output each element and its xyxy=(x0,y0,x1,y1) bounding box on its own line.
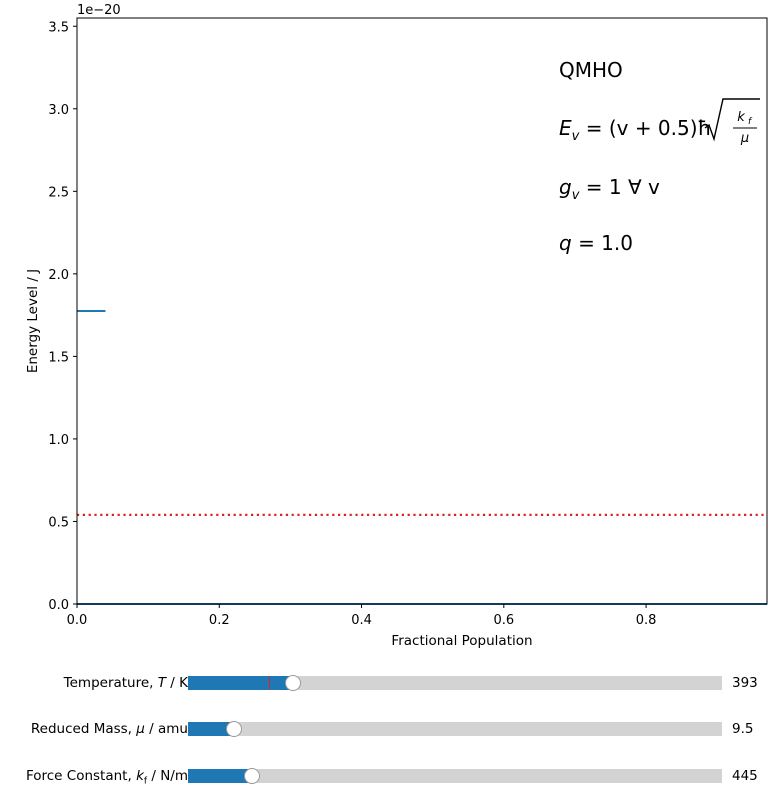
force-constant-slider[interactable]: Force Constant, kf / N/m 445 xyxy=(0,764,770,788)
y-tick-label: 3.0 xyxy=(48,103,69,118)
temperature-value: 393 xyxy=(732,675,758,691)
y-axis-label: Energy Level / J xyxy=(25,269,41,373)
y-tick-label: 1.0 xyxy=(48,433,69,448)
reduced-mass-slider-track[interactable] xyxy=(188,721,722,737)
y-tick-label: 1.5 xyxy=(48,350,69,365)
reduced-mass-slider-label: Reduced Mass, μ / amu xyxy=(30,721,188,737)
y-tick-label: 0.0 xyxy=(48,598,69,613)
x-tick-label: 0.6 xyxy=(493,613,514,628)
force-constant-slider-handle[interactable] xyxy=(244,768,261,784)
x-axis-label: Fractional Population xyxy=(391,633,532,649)
force-constant-slider-label: Force Constant, kf / N/m xyxy=(25,768,188,787)
model-name-text: QMHO xyxy=(559,58,623,82)
fraction-denominator: μ xyxy=(740,131,749,146)
reduced-mass-slider-handle[interactable] xyxy=(226,721,243,737)
reduced-mass-slider-fill xyxy=(188,722,235,736)
force-constant-slider-track[interactable] xyxy=(188,768,722,784)
x-tick-label: 0.4 xyxy=(351,613,372,628)
temperature-slider-handle[interactable] xyxy=(284,675,301,691)
energy-formula-text: Ev = (v + 0.5)ħ xyxy=(559,116,711,144)
degeneracy-text: gv = 1 ∀ v xyxy=(559,175,660,203)
sqrt-symbol xyxy=(704,98,760,142)
temperature-initial-marker xyxy=(268,676,271,690)
fraction-numerator-sub: f xyxy=(748,117,753,127)
temperature-slider-track[interactable] xyxy=(188,675,722,691)
reduced-mass-value: 9.5 xyxy=(732,721,754,737)
x-tick-label: 0.2 xyxy=(209,613,230,628)
y-tick-label: 3.5 xyxy=(48,20,69,35)
y-offset-text: 1e−20 xyxy=(77,3,121,18)
y-tick-label: 0.5 xyxy=(48,515,69,530)
temperature-slider[interactable]: Temperature, T / K 393 xyxy=(0,671,770,695)
reduced-mass-slider[interactable]: Reduced Mass, μ / amu 9.5 xyxy=(0,717,770,741)
temperature-slider-fill xyxy=(188,676,293,690)
force-constant-value: 445 xyxy=(732,768,758,784)
energy-level-chart: 0.0 0.2 0.4 0.6 0.8 0.0 0.5 1.0 1.5 2.0 2.5 3.0 3.5 F… xyxy=(25,3,768,649)
y-tick-label: 2.0 xyxy=(48,268,69,283)
temperature-slider-label: Temperature, T / K xyxy=(63,675,188,691)
plot-frame xyxy=(76,17,768,605)
x-tick-label: 0.0 xyxy=(67,613,88,628)
x-tick-label: 0.8 xyxy=(636,613,657,628)
y-tick-label: 2.5 xyxy=(48,185,69,200)
partition-function-text: q = 1.0 xyxy=(559,231,633,255)
force-constant-slider-fill xyxy=(188,769,253,783)
fraction-numerator: k xyxy=(737,110,745,125)
